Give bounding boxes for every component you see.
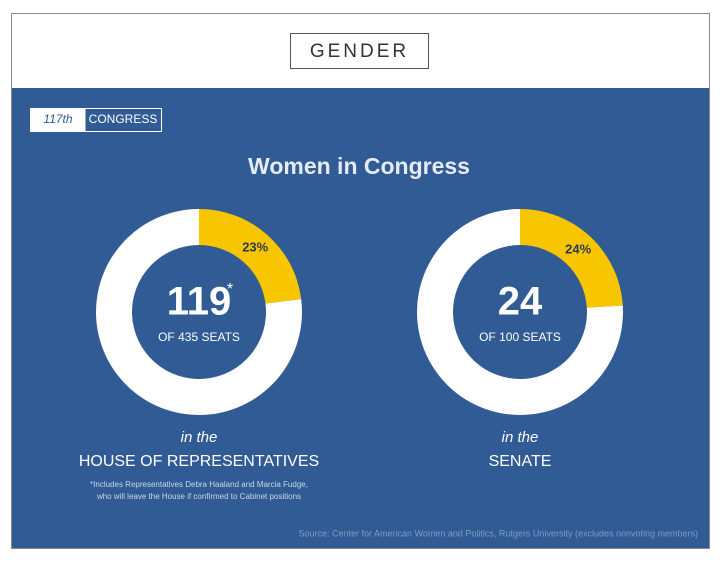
center-label: OF 100 SEATS <box>479 330 561 344</box>
badge-label: CONGRESS <box>89 112 158 126</box>
badge-session: 117th <box>43 112 72 126</box>
value-label: 24% <box>565 241 591 256</box>
center-value: 24 <box>498 280 543 324</box>
caption: SENATE <box>489 453 552 470</box>
header-box <box>290 33 429 69</box>
caption-prefix: in the <box>181 429 218 446</box>
donut-segment <box>199 209 302 304</box>
source: Source: Center for American Women and Po… <box>299 528 699 538</box>
caption-prefix: in the <box>502 429 539 446</box>
footnote: *Includes Representatives Debra Haaland … <box>90 480 308 489</box>
center-label: OF 435 SEATS <box>158 330 240 344</box>
title: Women in Congress <box>248 153 470 179</box>
donut-segment <box>417 209 623 415</box>
footnote: who will leave the House if confirmed to… <box>96 492 301 501</box>
donut-segment <box>520 209 623 308</box>
center-value: 119 <box>167 280 232 324</box>
value-label: 23% <box>242 240 268 255</box>
badge-session-box <box>30 108 86 132</box>
center-note: * <box>227 281 233 298</box>
caption: HOUSE OF REPRESENTATIVES <box>79 453 319 470</box>
donut-segment <box>96 209 302 415</box>
header-title: GENDER <box>310 41 409 62</box>
